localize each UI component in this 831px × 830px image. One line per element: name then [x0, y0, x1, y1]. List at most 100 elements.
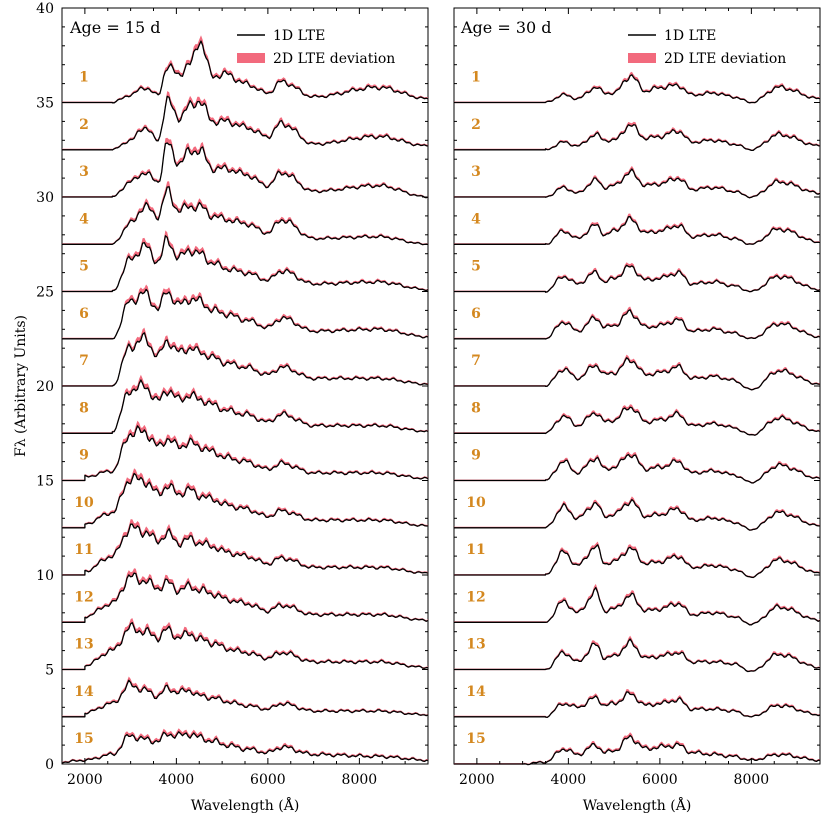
row-label-11: 11	[74, 542, 93, 558]
x-axis-label-left: Wavelength (Å)	[191, 796, 300, 814]
deviation-band-4	[454, 213, 820, 245]
row-label-12: 12	[466, 589, 485, 605]
spectrum-line-4	[62, 186, 429, 246]
deviation-band-4	[62, 181, 428, 246]
panel-right-ticks: 2000 4000 6000 8000	[454, 7, 820, 788]
y-axis-label: Fλ (Arbitrary Units)	[13, 315, 29, 457]
spectrum-line-3	[454, 168, 821, 199]
spectrum-line-1	[62, 40, 429, 104]
y-tick-label: 40	[36, 1, 54, 17]
spectrum-line-2	[454, 124, 821, 152]
row-label-4: 4	[79, 211, 89, 227]
spectrum-line-8	[62, 379, 429, 434]
deviation-band-2	[454, 121, 820, 151]
x-tick-label: 8000	[342, 772, 378, 788]
y-tick-label: 10	[36, 568, 54, 584]
row-label-3: 3	[471, 164, 481, 180]
y-tick-label: 20	[36, 379, 54, 395]
deviation-band-1	[62, 35, 428, 104]
y-tick-label: 5	[45, 663, 54, 679]
legend-left-deviation-swatch	[237, 53, 265, 63]
x-axis-label-right: Wavelength (Å)	[583, 796, 692, 814]
spectrum-line-9	[62, 425, 429, 482]
spectrum-line-7	[62, 332, 428, 387]
x-tick-label: 4000	[159, 772, 195, 788]
spectrum-line-5	[454, 264, 821, 293]
spectrum-line-14	[454, 691, 821, 719]
spectrum-line-12	[454, 586, 821, 626]
spectrum-line-15	[454, 734, 821, 766]
row-label-5: 5	[471, 259, 481, 275]
spectrum-line-9	[454, 453, 821, 484]
row-label-7: 7	[471, 353, 481, 369]
row-label-8: 8	[79, 400, 89, 416]
row-label-2: 2	[471, 117, 481, 133]
deviation-band-6	[454, 306, 820, 340]
row-label-14: 14	[466, 684, 486, 700]
deviation-band-10	[62, 468, 428, 529]
spectrum-line-15	[61, 731, 429, 764]
row-label-6: 6	[471, 306, 481, 322]
spectrum-line-10	[454, 498, 820, 531]
spectrum-line-7	[454, 357, 820, 391]
y-tick-label: 15	[36, 474, 54, 490]
x-tick-label: 6000	[250, 772, 286, 788]
y-tick-label: 25	[36, 285, 54, 301]
spectrum-line-13	[454, 638, 821, 673]
row-label-9: 9	[471, 448, 481, 464]
x-tick-label: 4000	[551, 772, 587, 788]
row-label-14: 14	[74, 684, 94, 700]
x-tick-label: 6000	[642, 772, 678, 788]
row-label-15: 15	[74, 731, 93, 747]
row-label-10: 10	[466, 495, 486, 511]
spectrum-line-6	[62, 288, 429, 340]
spectrum-line-4	[454, 216, 821, 245]
spectrum-line-14	[62, 679, 429, 718]
y-tick-label: 30	[36, 190, 54, 206]
legend-right-deviation-label: 2D LTE deviation	[664, 51, 786, 67]
spectrum-line-11	[62, 523, 429, 576]
row-label-15: 15	[466, 731, 485, 747]
row-label-13: 13	[466, 637, 485, 653]
spectrum-line-8	[454, 406, 821, 436]
legend-left-line-label: 1D LTE	[273, 28, 325, 44]
row-label-13: 13	[74, 637, 93, 653]
row-label-9: 9	[79, 448, 89, 464]
row-label-3: 3	[79, 164, 89, 180]
deviation-band-10	[454, 496, 820, 531]
deviation-band-9	[454, 451, 820, 484]
x-tick-label: 2000	[67, 772, 103, 788]
row-label-5: 5	[79, 259, 89, 275]
row-label-2: 2	[79, 117, 89, 133]
spectrum-line-1	[454, 74, 821, 104]
x-tick-label: 8000	[734, 772, 770, 788]
spectrum-line-13	[62, 622, 429, 671]
legend-left-deviation-label: 2D LTE deviation	[273, 51, 395, 67]
deviation-band-12	[62, 568, 428, 623]
spectrum-line-11	[454, 544, 821, 579]
legend-right-deviation-swatch	[628, 53, 656, 63]
spectrum-line-10	[62, 472, 429, 529]
deviation-band-3	[454, 165, 820, 199]
legend-right-line-label: 1D LTE	[664, 28, 716, 44]
deviation-band-15	[454, 732, 820, 766]
deviation-band-8	[454, 404, 820, 436]
row-label-10: 10	[74, 495, 94, 511]
row-label-4: 4	[471, 211, 481, 227]
y-tick-label: 35	[36, 96, 54, 112]
deviation-band-15	[62, 728, 428, 764]
row-label-7: 7	[79, 353, 89, 369]
row-label-1: 1	[79, 70, 89, 86]
x-tick-label: 2000	[459, 772, 495, 788]
row-label-6: 6	[79, 306, 89, 322]
deviation-band-13	[454, 635, 820, 673]
panel-left-title: Age = 15 d	[69, 18, 161, 37]
row-label-12: 12	[74, 589, 93, 605]
legend-right: 1D LTE 2D LTE deviation	[628, 28, 786, 67]
deviation-band-5	[454, 262, 820, 293]
legend-left: 1D LTE 2D LTE deviation	[237, 28, 395, 67]
